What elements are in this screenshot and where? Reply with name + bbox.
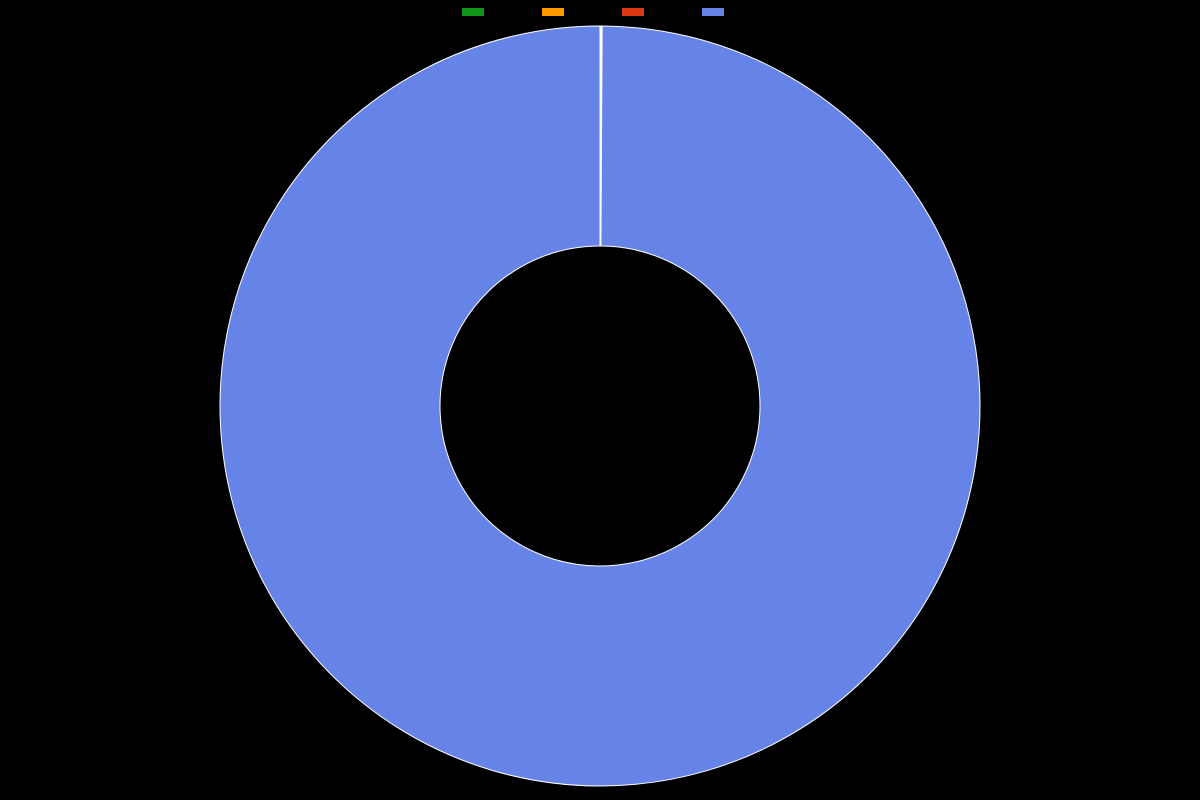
legend [0, 6, 1200, 18]
donut-chart [0, 24, 1200, 788]
legend-swatch-icon [621, 7, 645, 17]
legend-item[interactable] [461, 6, 499, 18]
legend-swatch-icon [461, 7, 485, 17]
legend-item[interactable] [701, 6, 739, 18]
legend-label [491, 6, 499, 18]
legend-label [571, 6, 579, 18]
chart-canvas [0, 0, 1200, 800]
legend-item[interactable] [621, 6, 659, 18]
legend-item[interactable] [541, 6, 579, 18]
legend-label [651, 6, 659, 18]
legend-swatch-icon [701, 7, 725, 17]
legend-swatch-icon [541, 7, 565, 17]
donut-slice[interactable] [220, 26, 980, 786]
legend-label [731, 6, 739, 18]
